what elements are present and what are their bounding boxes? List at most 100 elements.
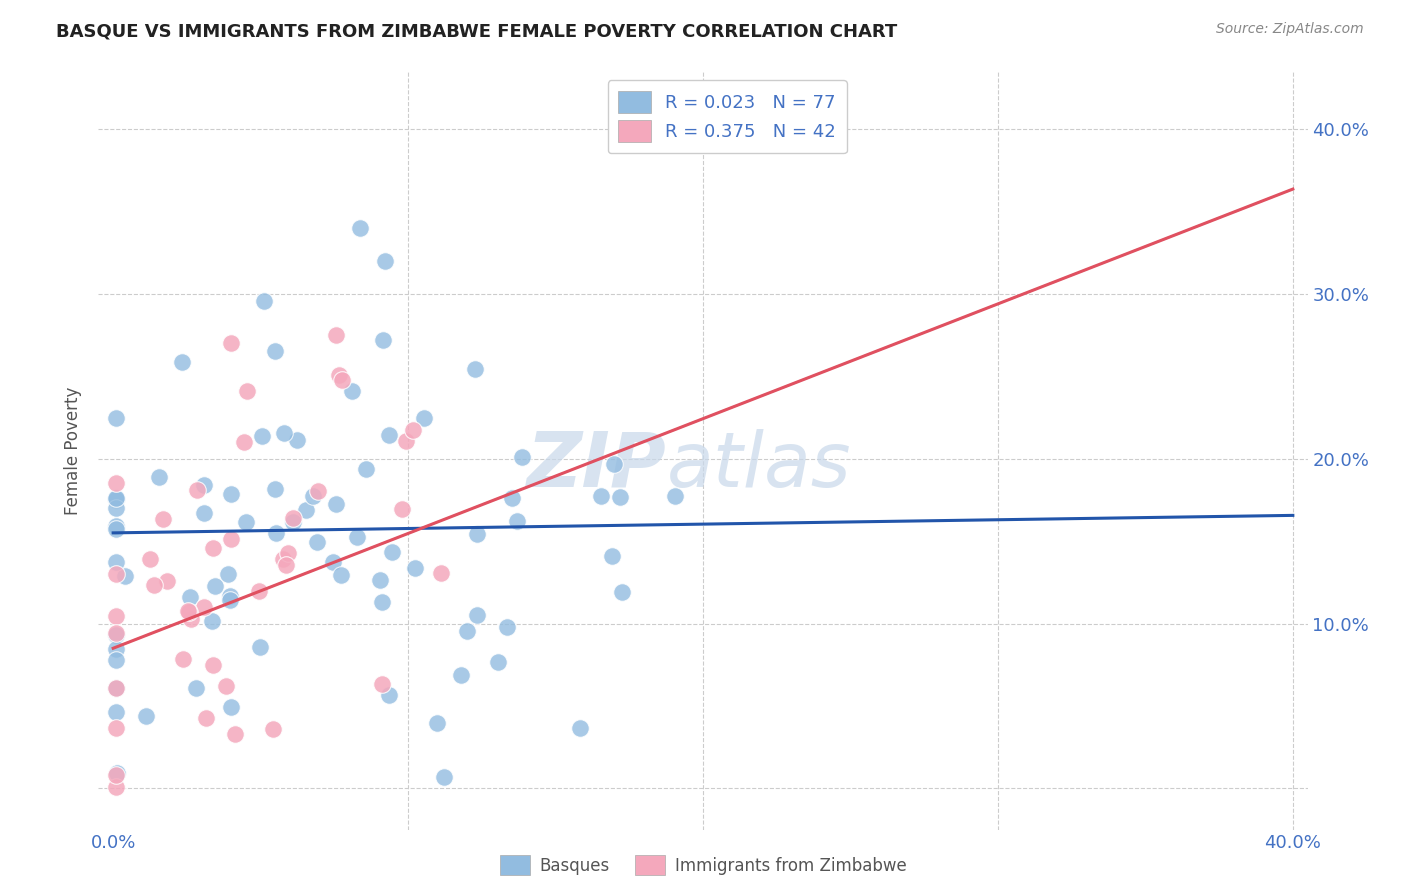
Point — [105, 501, 128, 516]
Point — [456, 624, 478, 638]
Point — [224, 727, 246, 741]
Point — [177, 604, 200, 618]
Point — [193, 477, 215, 491]
Point — [404, 561, 426, 575]
Point — [329, 568, 352, 582]
Point — [170, 354, 193, 368]
Text: atlas: atlas — [666, 429, 851, 502]
Point — [105, 567, 128, 582]
Point — [105, 411, 128, 425]
Point — [325, 497, 347, 511]
Point — [143, 578, 166, 592]
Point — [325, 328, 347, 343]
Point — [105, 492, 128, 507]
Point — [429, 566, 451, 580]
Point — [273, 425, 295, 440]
Point — [235, 515, 257, 529]
Point — [114, 569, 136, 583]
Point — [179, 605, 201, 619]
Point — [322, 555, 344, 569]
Point — [202, 541, 225, 555]
Point — [378, 688, 401, 702]
Point — [232, 435, 254, 450]
Point — [105, 522, 128, 536]
Point — [381, 545, 404, 559]
Point — [263, 343, 285, 358]
Point — [105, 705, 128, 719]
Point — [105, 555, 128, 569]
Point — [105, 628, 128, 642]
Point — [105, 766, 128, 780]
Point — [612, 585, 634, 599]
Point — [495, 620, 517, 634]
Point — [105, 681, 128, 695]
Point — [135, 709, 157, 723]
Point — [281, 511, 304, 525]
Point — [301, 489, 323, 503]
Point — [510, 450, 533, 465]
Point — [464, 362, 486, 376]
Point — [271, 551, 294, 566]
Point — [501, 491, 523, 505]
Point — [105, 608, 128, 623]
Point — [412, 411, 434, 425]
Point — [105, 642, 128, 657]
Point — [465, 607, 488, 622]
Y-axis label: Female Poverty: Female Poverty — [65, 386, 83, 515]
Point — [249, 584, 271, 599]
Point — [371, 595, 394, 609]
Point — [391, 502, 413, 516]
Point — [193, 506, 215, 520]
Legend: Basques, Immigrants from Zimbabwe: Basques, Immigrants from Zimbabwe — [494, 848, 912, 882]
Point — [249, 640, 271, 655]
Point — [374, 254, 396, 268]
Point — [371, 676, 394, 690]
Point — [287, 434, 309, 448]
Point — [354, 462, 377, 476]
Point — [277, 546, 299, 560]
Point — [263, 483, 285, 497]
Point — [433, 770, 456, 784]
Point — [568, 721, 591, 735]
Point — [184, 681, 207, 695]
Point — [221, 335, 243, 350]
Point — [307, 483, 329, 498]
Point — [305, 535, 328, 549]
Point — [193, 600, 215, 615]
Point — [506, 515, 529, 529]
Point — [368, 574, 391, 588]
Point — [219, 486, 242, 500]
Point — [218, 589, 240, 603]
Point — [328, 368, 350, 382]
Point — [603, 457, 626, 471]
Point — [402, 423, 425, 437]
Point — [342, 384, 364, 399]
Point — [105, 491, 128, 505]
Point — [294, 503, 316, 517]
Point — [450, 668, 472, 682]
Point — [180, 612, 202, 626]
Point — [105, 768, 128, 782]
Point — [105, 493, 128, 508]
Point — [276, 558, 298, 573]
Point — [172, 652, 194, 666]
Point — [486, 655, 509, 669]
Point — [201, 657, 224, 672]
Point — [262, 722, 284, 736]
Point — [105, 653, 128, 667]
Point — [179, 590, 201, 604]
Point — [152, 512, 174, 526]
Point — [664, 489, 686, 503]
Point — [105, 681, 128, 696]
Point — [204, 579, 226, 593]
Point — [215, 679, 238, 693]
Point — [148, 469, 170, 483]
Point — [155, 574, 177, 588]
Point — [105, 722, 128, 736]
Point — [105, 475, 128, 490]
Point — [600, 549, 623, 563]
Point — [219, 532, 242, 546]
Text: Source: ZipAtlas.com: Source: ZipAtlas.com — [1216, 22, 1364, 37]
Point — [236, 384, 259, 398]
Point — [201, 614, 224, 628]
